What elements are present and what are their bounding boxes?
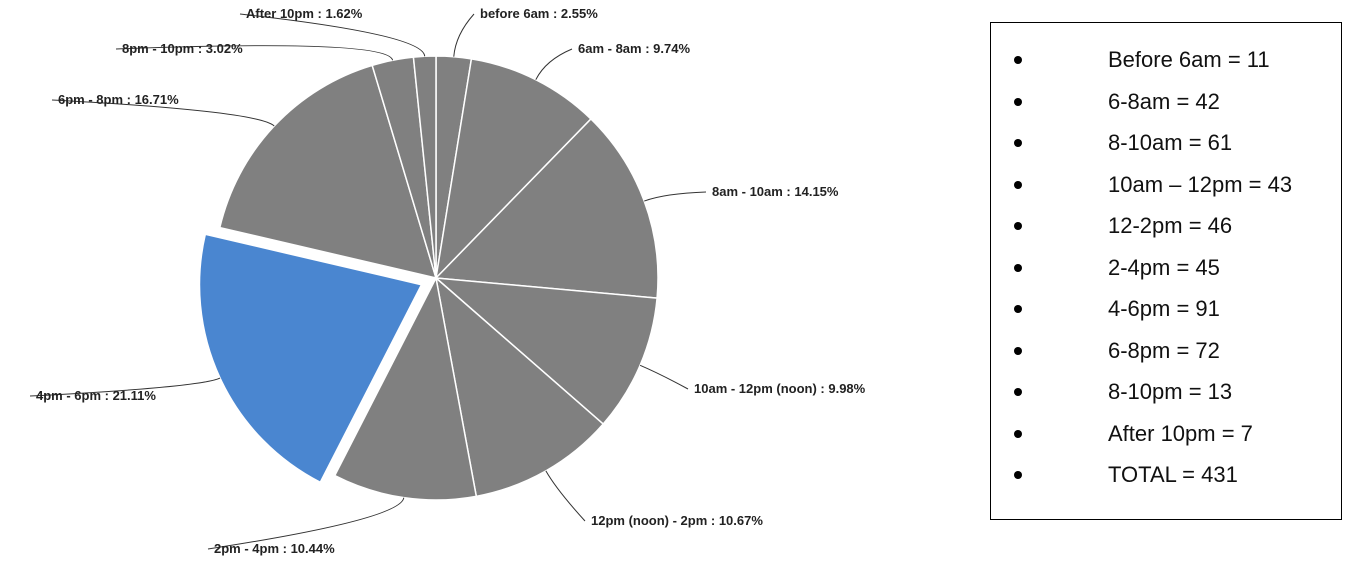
legend-item-label: 8-10pm = 13 [1108,379,1233,404]
leader-line [453,13,475,57]
leader-line [239,13,426,57]
bullet-icon [1014,263,1022,272]
slice-label: 2pm - 4pm : 10.44% [214,541,335,556]
bullet-icon [1014,56,1022,64]
bullet-icon [1014,305,1022,313]
legend-item-label: 6-8am = 42 [1108,88,1220,114]
slice-label: 10am - 12pm (noon) : 9.98% [694,381,866,396]
legend-item: 4-6pm = 91 [991,288,1341,330]
pie-slice [333,275,478,501]
slice-label: 6pm - 8pm : 16.71% [58,92,179,107]
legend-item: 8-10pm = 13 [991,371,1341,413]
bullet-icon [1014,97,1022,106]
legend-item: 10am – 12pm = 43 [991,164,1341,206]
legend-item-label: 2-4pm = 45 [1108,254,1220,280]
slice-label: 12pm (noon) - 2pm : 10.67% [591,513,763,528]
bullet-icon [1014,429,1022,438]
pie-slice [218,64,438,280]
slice-label: After 10pm : 1.62% [246,6,363,21]
pie-chart: before 6am : 2.55% 6am - 8am : 9.74% 8am -… [29,6,866,556]
legend-list: Before 6am = 11 6-8am = 42 8-10am = 61 1… [991,23,1341,496]
bullet-icon [1014,388,1022,396]
leader-line [51,99,275,127]
legend-item-label: 12-2pm = 46 [1108,213,1233,238]
legend-item-label: 6-8pm = 72 [1108,337,1220,363]
legend-item: 8-10am = 61 [991,122,1341,164]
leader-line [535,48,573,80]
legend-item: TOTAL = 431 [991,454,1341,496]
leader-line [639,364,689,390]
leader-line [207,497,405,550]
pie-slice [434,57,592,281]
legend-item: Before 6am = 11 [991,39,1341,81]
leader-line [29,377,221,397]
legend-item-label: After 10pm = 7 [1108,420,1253,446]
bullet-icon [1014,471,1022,479]
leader-line [115,45,394,61]
pie-slice [434,276,605,498]
pie-slice [412,55,437,279]
legend-item: 6-8am = 42 [991,81,1341,123]
leader-line [644,191,707,202]
slice-label: 8pm - 10pm : 3.02% [122,41,243,56]
bullet-icon [1014,139,1022,147]
legend-item: After 10pm = 7 [991,413,1341,455]
slice-label: 6am - 8am : 9.74% [578,41,690,56]
slice-label: 4pm - 6pm : 21.11% [36,388,156,403]
legend-item-label: 8-10am = 61 [1108,130,1233,155]
bullet-icon [1014,222,1022,230]
legend-item-label: 4-6pm = 91 [1108,296,1220,321]
leader-line [545,470,586,522]
legend-item-label: TOTAL = 431 [1108,462,1238,487]
legend-item: 6-8pm = 72 [991,330,1341,372]
bullet-icon [1014,180,1022,189]
slice-label: 8am - 10am : 14.15% [712,184,839,199]
legend-item: 12-2pm = 46 [991,205,1341,247]
legend-item-label: 10am – 12pm = 43 [1108,171,1293,197]
slice-label: before 6am : 2.55% [480,6,598,21]
bullet-icon [1014,346,1022,355]
legend-item: 2-4pm = 45 [991,247,1341,289]
legend-box: Before 6am = 11 6-8am = 42 8-10am = 61 1… [990,22,1342,520]
legend-item-label: Before 6am = 11 [1108,47,1270,72]
